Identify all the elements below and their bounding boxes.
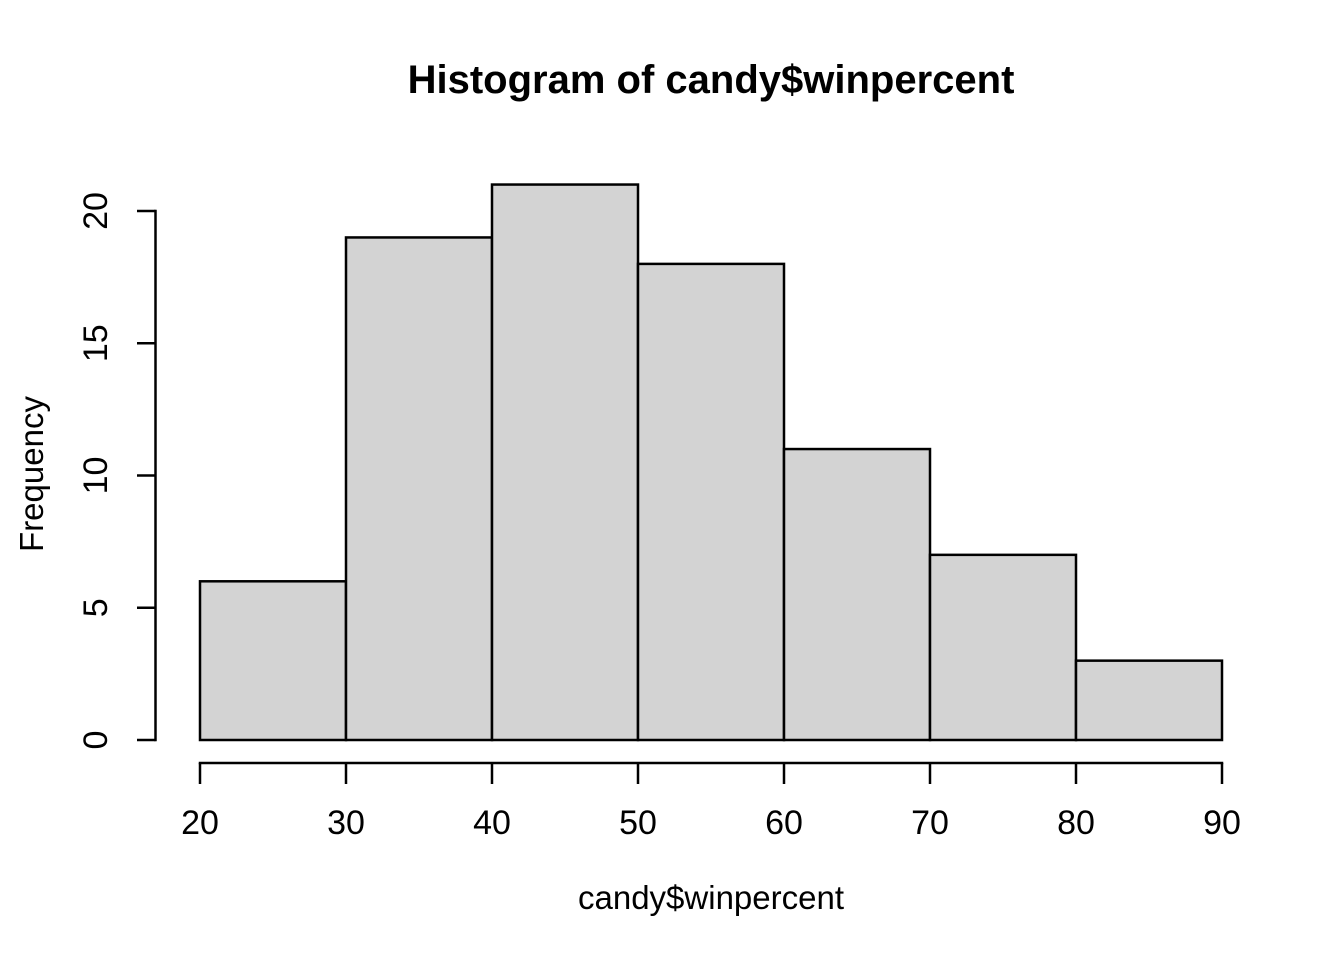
x-tick-label: 20: [181, 804, 219, 842]
histogram-bar: [198, 580, 348, 742]
y-tick-label: 10: [77, 457, 115, 495]
histogram-bar: [636, 262, 786, 742]
x-tick-label: 30: [327, 804, 365, 842]
histogram-bar: [1074, 659, 1224, 742]
histogram-bar: [928, 553, 1078, 742]
y-tick-label: 20: [77, 192, 115, 230]
y-tick-label: 0: [77, 731, 115, 750]
histogram-bar: [782, 447, 932, 742]
x-axis-title: candy$winpercent: [578, 879, 844, 916]
chart-title: Histogram of candy$winpercent: [407, 58, 1015, 102]
x-tick-label: 40: [473, 804, 511, 842]
histogram-bar: [490, 183, 640, 742]
y-tick-label: 15: [77, 324, 115, 362]
histogram-bar: [344, 236, 494, 742]
x-tick-label: 80: [1057, 804, 1095, 842]
x-tick-label: 50: [619, 804, 657, 842]
x-tick-label: 90: [1203, 804, 1241, 842]
x-tick-label: 70: [911, 804, 949, 842]
y-tick-label: 5: [77, 598, 115, 617]
x-tick-label: 60: [765, 804, 803, 842]
